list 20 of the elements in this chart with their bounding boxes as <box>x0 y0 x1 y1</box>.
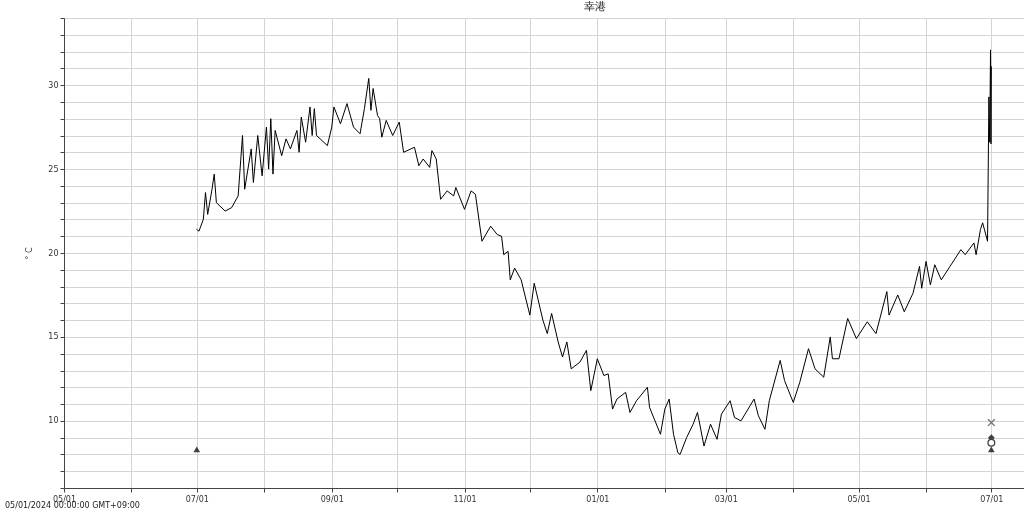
point <box>987 438 996 447</box>
x-tick-label: 01/01 <box>586 494 610 504</box>
x-tick-label: 07/01 <box>185 494 209 504</box>
y-tick-label: 30 <box>48 80 59 90</box>
x-tick-label: 11/01 <box>453 494 477 504</box>
y-tick-label: 15 <box>48 332 59 342</box>
text: 05/01/2024 00:00:00 GMT+09:00 <box>5 501 140 510</box>
x-tick-label: 05/01 <box>52 494 77 504</box>
line-series <box>196 49 992 455</box>
chart-title: 幸港 <box>584 0 606 13</box>
point <box>987 418 996 427</box>
x-tick-label: 03/01 <box>714 494 738 504</box>
y-tick-label: 25 <box>48 164 59 174</box>
x-tick-label: 09/01 <box>320 494 344 504</box>
y-tick-label: 20 <box>48 248 59 258</box>
x-tick-label: 07/01 <box>980 494 1004 504</box>
y-tick-label: 10 <box>48 416 59 426</box>
point <box>193 446 201 453</box>
x-tick-label: 05/01 <box>847 494 871 504</box>
y-axis-title: ° C <box>25 247 35 260</box>
